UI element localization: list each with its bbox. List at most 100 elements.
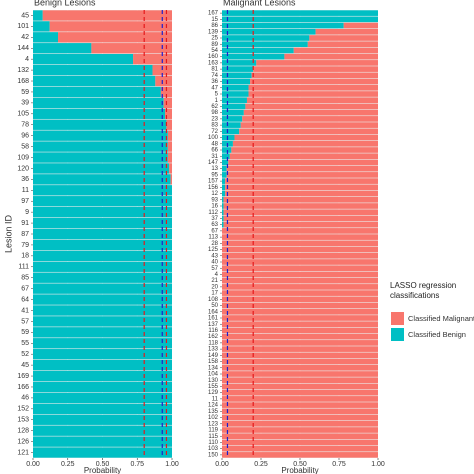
y-tick-label: 25: [211, 36, 218, 42]
y-tick-label: 147: [208, 160, 219, 166]
bar-segment: [242, 116, 378, 122]
y-tick-label: 39: [21, 100, 29, 107]
bar-segment: [222, 10, 378, 16]
x-axis-title: Probability: [84, 466, 121, 474]
bar-segment: [222, 284, 378, 290]
bar-segment: [33, 217, 172, 229]
bar-segment: [222, 134, 235, 141]
bar-segment: [222, 66, 254, 72]
y-tick-label: 96: [21, 133, 29, 140]
bar-segment: [33, 152, 168, 163]
bar-segment: [222, 383, 378, 390]
bar-segment: [222, 209, 224, 216]
x-tick-label: 0.50: [96, 461, 110, 468]
y-tick-label: 100: [208, 135, 219, 141]
y-tick-label: 169: [17, 373, 29, 380]
y-tick-label: 79: [21, 242, 29, 249]
bar-segment: [222, 358, 378, 365]
y-tick-label: 123: [208, 421, 219, 427]
bar-segment: [226, 165, 378, 172]
bar-segment: [222, 41, 308, 48]
y-tick-label: 45: [21, 12, 29, 19]
bar-segment: [222, 371, 378, 377]
bar-segment: [49, 21, 172, 32]
y-tick-label: 110: [208, 440, 218, 446]
bar-segment: [222, 308, 378, 315]
bar-segment: [33, 174, 171, 185]
x-axis-title: Probability: [281, 466, 318, 474]
y-axis-title: Lesion ID: [3, 214, 13, 253]
bar-segment: [33, 261, 172, 272]
y-tick-label: 28: [211, 241, 218, 247]
y-tick-label: 57: [211, 266, 218, 272]
y-tick-label: 47: [211, 85, 218, 91]
bar-segment: [165, 108, 172, 119]
y-tick-label: 83: [211, 123, 218, 129]
x-tick-label: 0.00: [215, 461, 229, 468]
y-tick-label: 31: [211, 154, 218, 160]
bar-segment: [222, 215, 224, 222]
bar-segment: [240, 122, 378, 128]
y-tick-label: 93: [211, 197, 218, 203]
x-tick-label: 0.75: [130, 461, 144, 468]
bar-segment: [223, 215, 378, 222]
bar-segment: [243, 109, 378, 116]
y-tick-label: 16: [211, 204, 218, 210]
bar-segment: [222, 234, 378, 240]
y-tick-label: 89: [211, 42, 218, 48]
bar-segment: [166, 119, 172, 130]
bar-segment: [225, 184, 378, 191]
legend-title: LASSO regression classifications: [390, 281, 457, 300]
y-tick-label: 139: [208, 29, 219, 35]
bar-segment: [222, 315, 378, 321]
y-tick-label: 36: [21, 176, 29, 183]
x-tick-label: 1.00: [165, 461, 179, 468]
y-tick-label: 81: [211, 67, 218, 73]
y-tick-label: 97: [21, 198, 29, 205]
bar-segment: [33, 414, 172, 425]
bar-segment: [33, 130, 168, 141]
bar-segment: [222, 178, 226, 184]
bar-segment: [222, 277, 378, 284]
y-tick-label: 37: [211, 216, 218, 222]
bar-segment: [152, 64, 172, 76]
legend-label: Classified Malignant: [408, 314, 474, 323]
bar-segment: [222, 165, 227, 172]
bar-segment: [222, 290, 378, 296]
bar-segment: [222, 28, 316, 35]
y-tick-label: 149: [208, 353, 219, 359]
bar-segment: [222, 147, 232, 153]
y-tick-label: 157: [208, 179, 219, 185]
bar-segment: [248, 91, 378, 97]
y-tick-label: 164: [208, 309, 219, 315]
y-tick-label: 137: [208, 322, 219, 328]
y-tick-label: 63: [211, 222, 218, 228]
bar-segment: [33, 32, 59, 43]
bar-segment: [222, 35, 310, 41]
y-tick-label: 36: [211, 79, 218, 85]
bar-segment: [33, 54, 134, 65]
bar-segment: [222, 259, 378, 265]
bar-segment: [222, 128, 240, 135]
y-tick-label: 132: [17, 67, 29, 74]
bar-segment: [222, 364, 378, 371]
y-tick-label: 67: [211, 228, 218, 234]
bar-segment: [222, 159, 229, 166]
bar-segment: [307, 41, 378, 48]
y-tick-label: 108: [208, 297, 219, 303]
bar-segment: [222, 184, 226, 191]
y-tick-label: 64: [21, 296, 29, 303]
bar-segment: [222, 439, 378, 446]
bar-segment: [222, 333, 378, 340]
y-tick-label: 163: [208, 60, 219, 66]
bar-segment: [33, 392, 172, 404]
bar-segment: [33, 381, 172, 393]
bar-segment: [225, 178, 378, 184]
bar-segment: [222, 252, 378, 259]
bar-segment: [222, 302, 378, 309]
bar-segment: [33, 272, 172, 283]
bar-segment: [223, 209, 378, 216]
y-tick-label: 102: [208, 415, 219, 421]
y-tick-label: 18: [21, 253, 29, 260]
